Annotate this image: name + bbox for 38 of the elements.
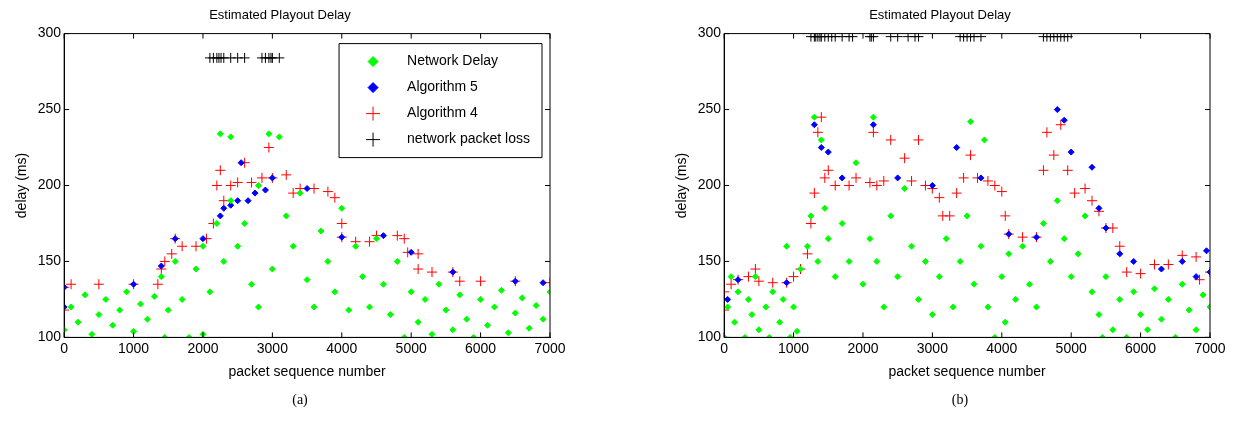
x-tick-label: 0 (720, 339, 729, 356)
x-axis-title: packet sequence number (888, 363, 1047, 380)
x-tick-label: 4000 (326, 339, 358, 356)
x-tick-label: 1000 (777, 339, 810, 356)
x-tick-label: 3000 (256, 339, 289, 356)
y-tick-label: 200 (697, 176, 722, 193)
x-tick-label: 0 (60, 339, 69, 356)
x-tick-label: 2000 (187, 339, 219, 356)
legend-label: Algorithm 5 (407, 78, 479, 95)
chart-title: Estimated Playout Delay (869, 7, 1012, 23)
text: (b) (950, 392, 970, 408)
legend-label: Algorithm 4 (407, 104, 479, 121)
x-axis-title: packet sequence number (228, 363, 387, 380)
y-tick-label: 200 (37, 176, 62, 193)
y-tick-label: 150 (37, 252, 62, 269)
y-tick-label: 150 (697, 252, 722, 269)
x-tick-label: 6000 (1125, 339, 1157, 356)
chart-title: Estimated Playout Delay (209, 7, 352, 23)
x-tick-label: 6000 (465, 339, 497, 356)
y-tick-label: 250 (697, 100, 722, 117)
y-axis-title: delay (ms) (673, 152, 690, 219)
y-tick-label: 100 (37, 328, 62, 345)
x-tick-label: 5000 (1055, 339, 1087, 356)
x-tick-label: 5000 (395, 339, 427, 356)
x-tick-label: 7000 (1194, 339, 1226, 356)
x-tick-label: 4000 (986, 339, 1018, 356)
y-tick-label: 300 (37, 24, 62, 41)
y-tick-label: 100 (697, 328, 722, 345)
x-tick-label: 1000 (117, 339, 150, 356)
y-tick-label: 250 (37, 100, 62, 117)
x-tick-label: 3000 (916, 339, 949, 356)
y-tick-label: 300 (697, 24, 722, 41)
text: (a) (291, 392, 309, 408)
y-axis-title: delay (ms) (13, 152, 30, 219)
legend-label: network packet loss (407, 130, 531, 147)
x-tick-label: 7000 (534, 339, 566, 356)
x-tick-label: 2000 (847, 339, 879, 356)
legend-label: Network Delay (407, 52, 499, 69)
